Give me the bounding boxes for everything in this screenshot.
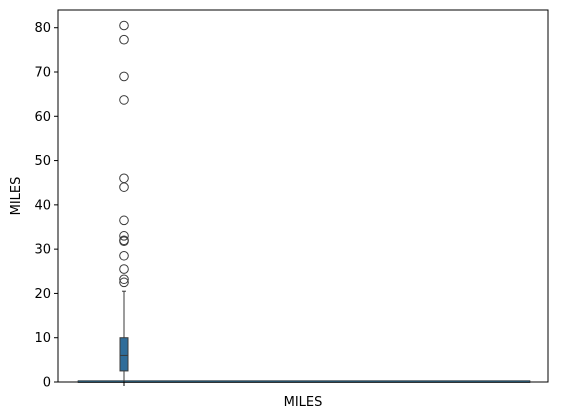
y-axis: 0 10 20 30 40 50 60 70 80 (34, 21, 58, 391)
y-tick-label: 40 (34, 198, 51, 213)
outlier-point (119, 215, 129, 226)
outlier-point (119, 20, 129, 31)
y-tick-label: 10 (34, 331, 51, 346)
x-axis-label: MILES (284, 395, 323, 410)
outlier-point (119, 95, 129, 105)
y-tick-label: 30 (34, 243, 51, 258)
plot-area (77, 20, 531, 386)
y-tick-label: 50 (34, 154, 51, 169)
y-tick-label: 60 (34, 110, 51, 125)
outlier-point (119, 264, 129, 274)
outlier-point (119, 71, 129, 82)
plot-frame (57, 9, 549, 383)
outlier-point (119, 173, 129, 184)
outlier-point (119, 236, 129, 246)
y-tick-label: 0 (43, 376, 51, 391)
outlier-point (119, 231, 129, 241)
outlier-point (119, 34, 129, 45)
y-tick-label: 70 (34, 66, 51, 81)
outlier-point (119, 182, 129, 192)
outlier-point (119, 277, 129, 288)
box (119, 337, 129, 372)
y-tick-label: 80 (34, 21, 51, 36)
outlier-point (119, 250, 129, 261)
y-tick-label: 20 (34, 287, 51, 302)
outlier-point (119, 274, 129, 285)
y-axis-label: MILES (9, 177, 24, 216)
